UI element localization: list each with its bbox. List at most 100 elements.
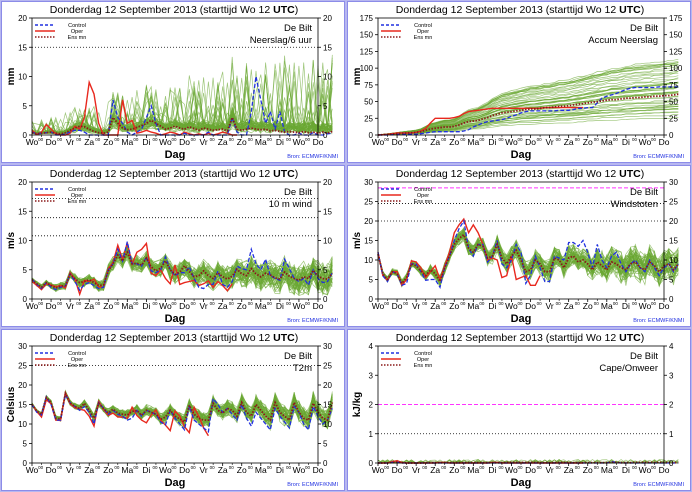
- y-tick-label: 175: [360, 14, 374, 23]
- source-label: Bron: ECMWF/KNMI: [633, 154, 684, 160]
- y-tick-label-right: 175: [669, 14, 683, 23]
- y-tick-label-right: 15: [323, 43, 332, 52]
- x-day-label: Vr: [546, 137, 554, 147]
- y-tick-label-right: 5: [669, 276, 674, 285]
- ensemble-member-line: [377, 66, 679, 136]
- x-day-label: Vr: [412, 301, 420, 311]
- y-tick-label-right: 150: [669, 31, 683, 40]
- ensmean-line: [377, 93, 679, 136]
- y-tick-label: 125: [360, 47, 374, 56]
- y-tick-label-right: 20: [323, 14, 332, 23]
- x-day-label: Zo: [103, 465, 113, 475]
- chart-title: Donderdag 12 September 2013 (starttijd W…: [348, 4, 692, 16]
- x-day-label: Di: [142, 301, 150, 311]
- y-tick-label: 15: [18, 207, 27, 216]
- chart-title: Donderdag 12 September 2013 (starttijd W…: [348, 332, 692, 344]
- x-day-label: Vr: [200, 465, 208, 475]
- x-hour-label: 00: [286, 465, 292, 470]
- y-tick-label: 10: [18, 237, 27, 246]
- y-tick-label-right: 25: [323, 362, 332, 371]
- y-tick-label-right: 125: [669, 47, 683, 56]
- x-day-label: Wo: [639, 137, 652, 147]
- source-label: Bron: ECMWF/KNMI: [633, 482, 684, 488]
- x-hour-label: 00: [537, 137, 543, 142]
- x-hour-label: 00: [248, 301, 254, 306]
- x-axis-label: Dag: [511, 149, 532, 161]
- source-label: Bron: ECMWF/KNMI: [287, 154, 338, 160]
- ensmean-line: [31, 250, 333, 289]
- x-day-label: Do: [525, 301, 536, 311]
- x-day-label: Wo: [639, 465, 652, 475]
- x-day-label: Wo: [505, 137, 518, 147]
- y-tick-label-right: 5: [323, 266, 328, 275]
- x-hour-label: 00: [248, 137, 254, 142]
- x-day-label: Do: [179, 465, 190, 475]
- x-day-label: Ma: [255, 465, 267, 475]
- chart-subtitle: Cape/Onweer: [599, 363, 658, 374]
- x-day-label: Ma: [121, 137, 133, 147]
- chart-title: Donderdag 12 September 2013 (starttijd W…: [348, 168, 692, 180]
- x-hour-label: 00: [305, 301, 311, 306]
- panel-windstoten: Donderdag 12 September 2013 (starttijd W…: [347, 165, 691, 327]
- x-hour-label: 00: [594, 465, 600, 470]
- x-day-label: Vr: [546, 465, 554, 475]
- ensemble-member-line: [377, 229, 679, 283]
- legend-label: Control: [68, 187, 86, 193]
- x-hour-label: 00: [403, 301, 409, 306]
- x-hour-label: 00: [57, 137, 63, 142]
- x-day-label: Vr: [200, 301, 208, 311]
- ensemble-member-line: [377, 106, 679, 136]
- x-day-label: Ma: [121, 301, 133, 311]
- x-day-label: Do: [525, 137, 536, 147]
- y-tick-label-right: 15: [323, 401, 332, 410]
- ensemble-member-line: [31, 391, 333, 428]
- chart-title-close: ): [640, 168, 645, 180]
- x-day-label: Ma: [255, 301, 267, 311]
- x-hour-label: 00: [210, 137, 216, 142]
- x-day-label: Di: [622, 137, 630, 147]
- y-axis-label: Celsius: [6, 386, 17, 422]
- panel-cape: Donderdag 12 September 2013 (starttijd W…: [347, 329, 691, 491]
- x-hour-label: 00: [498, 465, 504, 470]
- ensemble-member-line: [31, 252, 333, 297]
- x-day-label: Za: [218, 465, 228, 475]
- x-hour-label: 00: [613, 301, 619, 306]
- x-day-label: Wo: [159, 465, 172, 475]
- panel-accum-neerslag: Donderdag 12 September 2013 (starttijd W…: [347, 1, 691, 163]
- chart-title-utc: UTC: [273, 168, 295, 180]
- y-tick-label-right: 15: [669, 237, 678, 246]
- y-tick-label: 75: [364, 81, 373, 90]
- x-axis-label: Dag: [165, 149, 186, 161]
- panel-neerslag: Donderdag 12 September 2013 (starttijd W…: [1, 1, 345, 163]
- x-day-label: Zo: [103, 137, 113, 147]
- x-hour-label: 00: [152, 137, 158, 142]
- x-hour-label: 00: [114, 301, 120, 306]
- x-hour-label: 00: [191, 137, 197, 142]
- chart-title-close: ): [640, 4, 645, 16]
- x-day-label: Wo: [26, 301, 39, 311]
- x-hour-label: 00: [556, 465, 562, 470]
- source-label: Bron: ECMWF/KNMI: [633, 318, 684, 324]
- y-tick-label-right: 10: [323, 237, 332, 246]
- x-hour-label: 00: [229, 465, 235, 470]
- x-hour-label: 00: [191, 465, 197, 470]
- x-day-label: Za: [564, 465, 574, 475]
- y-tick-label: 0: [369, 295, 374, 304]
- x-day-label: Di: [488, 137, 496, 147]
- x-hour-label: 00: [575, 465, 581, 470]
- y-tick-label: 5: [23, 102, 28, 111]
- y-tick-label: 0: [369, 459, 374, 468]
- legend-label: Ens mn: [68, 35, 87, 41]
- x-day-label: Ma: [601, 465, 613, 475]
- x-hour-label: 00: [95, 301, 101, 306]
- y-tick-label-right: 0: [669, 131, 674, 140]
- legend-label: Oper: [417, 29, 429, 35]
- x-day-label: Ma: [121, 465, 133, 475]
- y-tick-label: 1: [369, 430, 374, 439]
- y-tick-label: 15: [18, 43, 27, 52]
- y-tick-label: 10: [364, 256, 373, 265]
